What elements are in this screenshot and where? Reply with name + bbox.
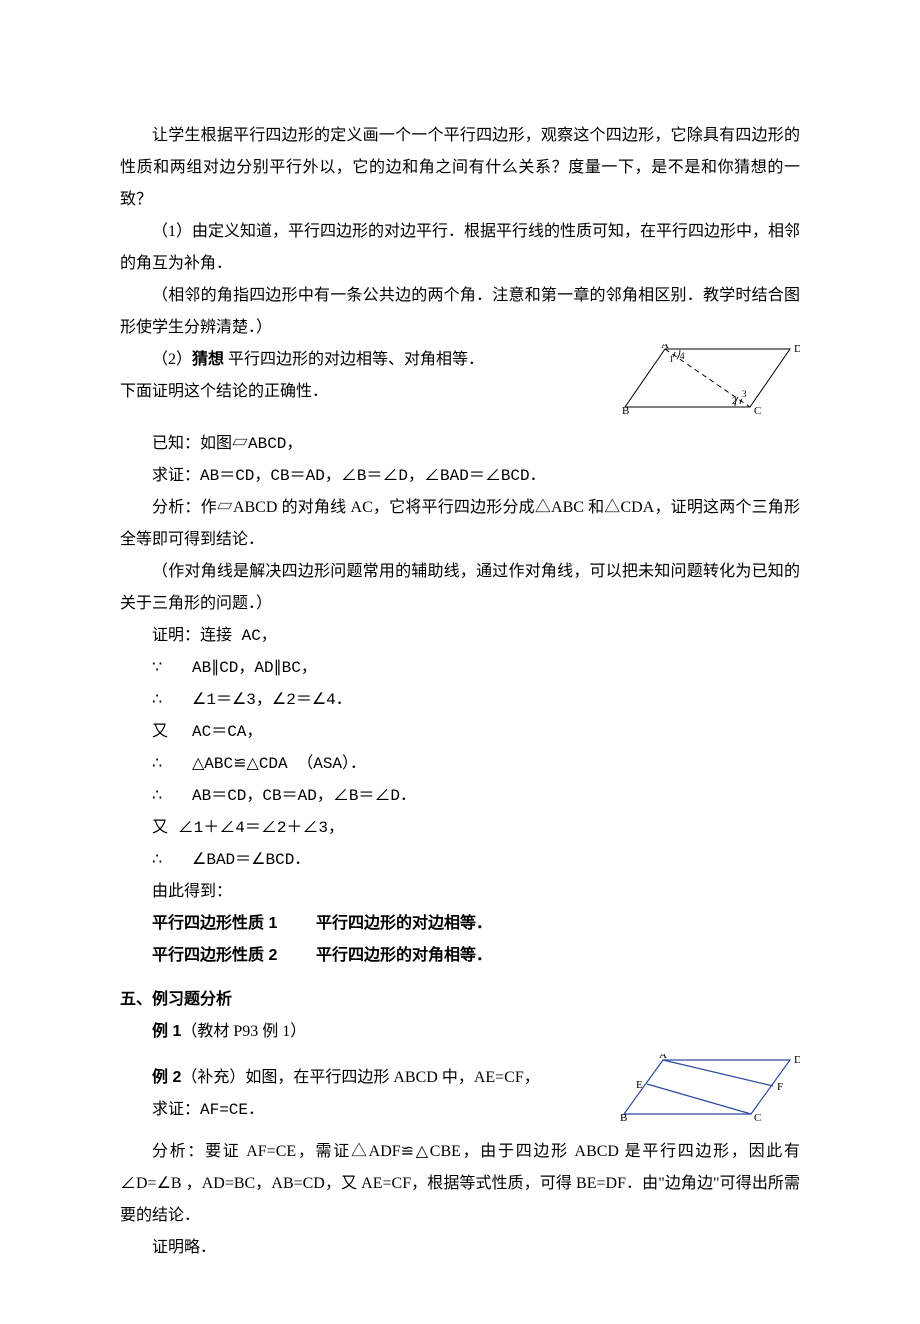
proof-text-3: AC＝CA， bbox=[192, 723, 262, 741]
proof-line-1: ∵AB∥CD，AD∥BC， bbox=[120, 652, 800, 684]
figure-parallelogram-ef: A D B C E F bbox=[618, 1054, 800, 1136]
example-1: 例 1（教材 P93 例 1） bbox=[120, 1016, 800, 1048]
proof-line-7: ∴∠BAD＝∠BCD． bbox=[120, 844, 800, 876]
proof-line-4: ∴△ABC≌△CDA （ASA）． bbox=[120, 748, 800, 780]
property-1-label: 平行四边形性质 1 bbox=[152, 908, 312, 940]
also-prefix-2: 又 bbox=[152, 819, 168, 837]
svg-text:D: D bbox=[794, 1054, 800, 1066]
para-hint: （作对角线是解决四边形问题常用的辅助线，通过作对角线，可以把未知问题转化为已知的… bbox=[120, 556, 800, 620]
figure-2-svg: A D B C E F bbox=[618, 1054, 800, 1124]
property-1-text: 平行四边形的对边相等． bbox=[316, 915, 492, 932]
therefore-symbol-3: ∴ bbox=[152, 780, 192, 812]
example-2-text: （补充）如图，在平行四边形 ABCD 中，AE=CF， bbox=[181, 1069, 539, 1086]
svg-text:E: E bbox=[636, 1079, 643, 1091]
conjecture-text: 平行四边形的对边相等、对角相等． bbox=[224, 351, 484, 368]
svg-text:3: 3 bbox=[742, 389, 747, 399]
proof-start: 证明：连接 AC， bbox=[120, 620, 800, 652]
para-given: 已知：如图▱ABCD， bbox=[120, 428, 800, 460]
svg-text:B: B bbox=[620, 1112, 627, 1124]
para-toprove: 求证：AB＝CD，CB＝AD，∠B＝∠D，∠BAD＝∠BCD． bbox=[120, 460, 800, 492]
property-2-label: 平行四边形性质 2 bbox=[152, 940, 312, 972]
property-1: 平行四边形性质 1 平行四边形的对边相等． bbox=[120, 908, 800, 940]
proof-text-4: △ABC≌△CDA （ASA）． bbox=[192, 755, 366, 773]
para-analysis: 分析：作▱ABCD 的对角线 AC，它将平行四边形分成△ABC 和△CDA，证明… bbox=[120, 492, 800, 556]
svg-text:F: F bbox=[777, 1081, 783, 1093]
svg-text:2: 2 bbox=[732, 396, 737, 406]
therefore-symbol-2: ∴ bbox=[152, 748, 192, 780]
svg-text:C: C bbox=[754, 405, 761, 416]
proof-text-6: ∠1＋∠4＝∠2＋∠3， bbox=[168, 819, 344, 837]
example-2-proof-omitted: 证明略． bbox=[120, 1232, 800, 1264]
proof-conclusion: 由此得到： bbox=[120, 876, 800, 908]
property-2-text: 平行四边形的对角相等． bbox=[316, 947, 492, 964]
example-1-label: 例 1 bbox=[152, 1023, 181, 1040]
svg-text:D: D bbox=[794, 344, 800, 355]
para-item-1: （1）由定义知道，平行四边形的对边平行．根据平行线的性质可知，在平行四边形中，相… bbox=[120, 216, 800, 280]
therefore-symbol: ∴ bbox=[152, 684, 192, 716]
item2-prefix: （2） bbox=[152, 351, 192, 368]
therefore-symbol-4: ∴ bbox=[152, 844, 192, 876]
svg-text:4: 4 bbox=[680, 351, 685, 361]
figure-1-svg: A D B C 1 4 2 3 bbox=[620, 344, 800, 416]
svg-text:C: C bbox=[754, 1112, 761, 1124]
conjecture-label: 猜想 bbox=[192, 351, 224, 368]
svg-text:A: A bbox=[659, 1054, 667, 1061]
figure-parallelogram-diagonal: A D B C 1 4 2 3 bbox=[620, 344, 800, 428]
proof-line-5: ∴AB＝CD，CB＝AD，∠B＝∠D． bbox=[120, 780, 800, 812]
also-prefix-1: 又 bbox=[152, 716, 192, 748]
proof-text-2: ∠1＝∠3，∠2＝∠4． bbox=[192, 691, 352, 709]
example-1-text: （教材 P93 例 1） bbox=[181, 1023, 306, 1040]
proof-line-3: 又AC＝CA， bbox=[120, 716, 800, 748]
svg-text:A: A bbox=[661, 344, 669, 351]
proof-text-7: ∠BAD＝∠BCD． bbox=[192, 851, 310, 869]
proof-text-5: AB＝CD，CB＝AD，∠B＝∠D． bbox=[192, 787, 416, 805]
svg-text:1: 1 bbox=[669, 354, 674, 364]
svg-text:B: B bbox=[622, 405, 629, 416]
para-note-1: （相邻的角指四边形中有一条公共边的两个角．注意和第一章的邻角相区别．教学时结合图… bbox=[120, 280, 800, 344]
document-page: 让学生根据平行四边形的定义画一个一个平行四边形，观察这个四边形，它除具有四边形的… bbox=[0, 0, 920, 1324]
example-2-label: 例 2 bbox=[152, 1069, 181, 1086]
proof-text-1: AB∥CD，AD∥BC， bbox=[192, 659, 317, 677]
section-5-title: 五、例习题分析 bbox=[120, 984, 800, 1016]
property-2: 平行四边形性质 2 平行四边形的对角相等． bbox=[120, 940, 800, 972]
proof-line-2: ∴∠1＝∠3，∠2＝∠4． bbox=[120, 684, 800, 716]
because-symbol: ∵ bbox=[152, 652, 192, 684]
example-2-analysis: 分析：要证 AF=CE，需证△ADF≌△CBE，由于四边形 ABCD 是平行四边… bbox=[120, 1136, 800, 1232]
para-intro-1: 让学生根据平行四边形的定义画一个一个平行四边形，观察这个四边形，它除具有四边形的… bbox=[120, 120, 800, 216]
proof-line-6: 又 ∠1＋∠4＝∠2＋∠3， bbox=[120, 812, 800, 844]
